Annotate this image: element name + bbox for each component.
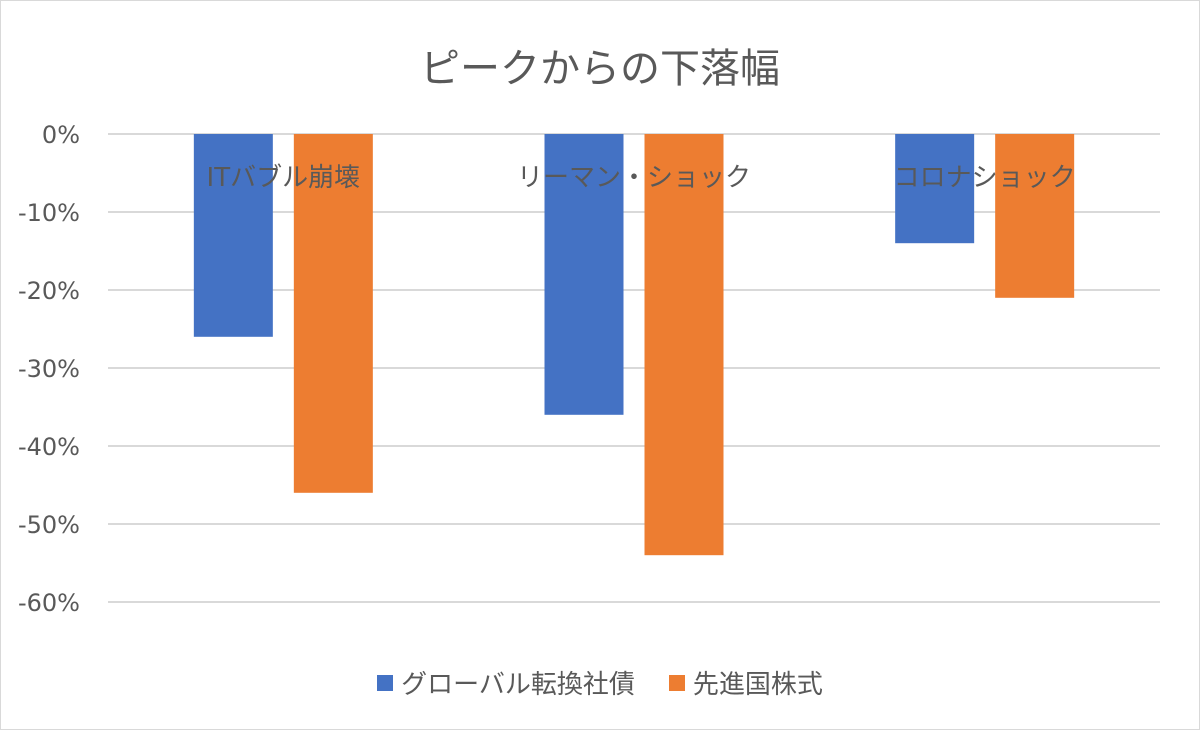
y-tick-label: -50% — [18, 511, 80, 539]
chart-title: ピークからの下落幅 — [420, 46, 780, 92]
bar-1-1 — [644, 134, 724, 556]
legend-label-series-1: 先進国株式 — [692, 670, 823, 700]
category-label: リーマン・ショック — [517, 163, 751, 193]
category-label: コロナショック — [894, 163, 1076, 193]
y-tick-label: -30% — [18, 355, 80, 383]
bar-0-0 — [193, 134, 273, 337]
bar-0-1 — [544, 134, 624, 415]
category-label: ITバブル崩壊 — [207, 163, 361, 193]
bar-1-2 — [995, 134, 1075, 298]
y-tick-label: 0% — [42, 121, 80, 149]
y-tick-label: -60% — [18, 589, 80, 617]
legend-swatch-series-0 — [377, 674, 394, 691]
legend-item-series-1: 先進国株式 — [668, 664, 823, 701]
bar-0-2 — [895, 134, 975, 244]
legend-label-series-0: グローバル転換社債 — [401, 670, 635, 700]
legend-item-series-0: グローバル転換社債 — [377, 664, 635, 701]
legend: グローバル転換社債 先進国株式 — [0, 664, 1200, 701]
y-tick-label: -10% — [18, 199, 80, 227]
bar-1-0 — [293, 134, 373, 493]
y-tick-label: -20% — [18, 277, 80, 305]
y-tick-label: -40% — [18, 433, 80, 461]
legend-swatch-series-1 — [668, 674, 685, 691]
